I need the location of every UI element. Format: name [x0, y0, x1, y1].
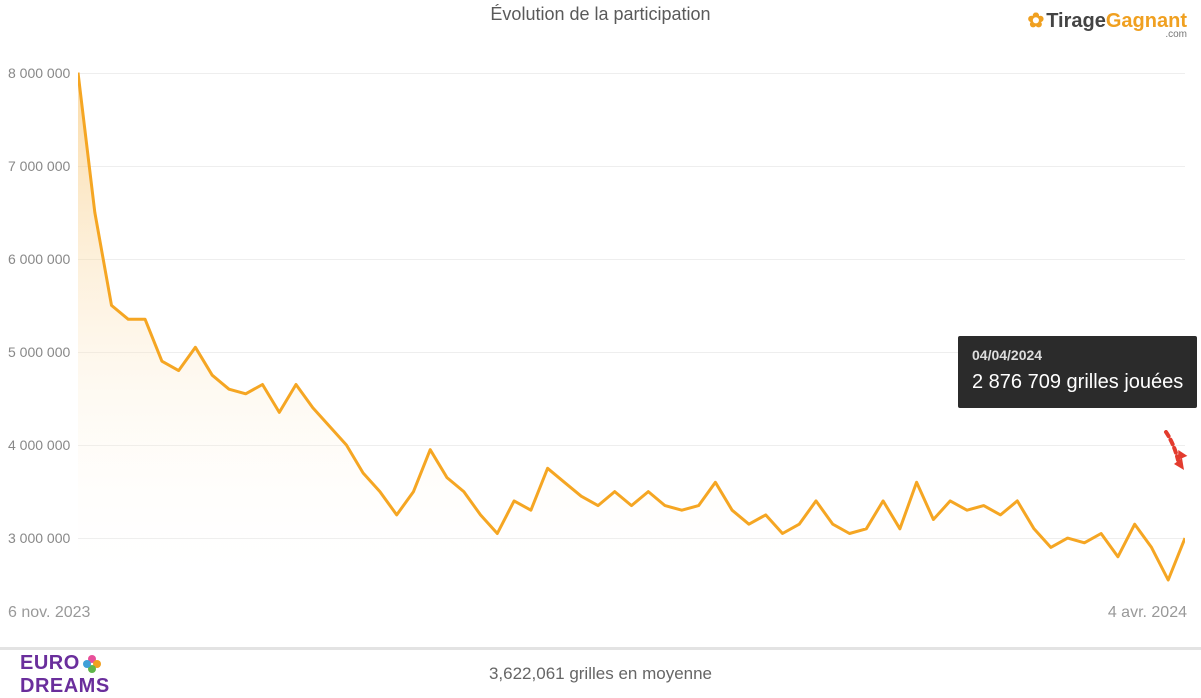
x-start-label: 6 nov. 2023: [8, 604, 90, 622]
y-tick-label: 6 000 000: [8, 251, 70, 267]
y-tick-label: 4 000 000: [8, 437, 70, 453]
y-tick-label: 7 000 000: [8, 158, 70, 174]
y-tick-label: 5 000 000: [8, 344, 70, 360]
clover-icon: ✿: [1027, 10, 1044, 32]
participation-chart: 3 000 000 4 000 000 5 000 000 6 000 000 7 00…: [0, 54, 1185, 594]
x-end-label: 4 avr. 2024: [1108, 604, 1187, 622]
highlight-arrow-icon: [1160, 430, 1188, 480]
tooltip-date: 04/04/2024: [972, 346, 1183, 366]
y-tick-label: 8 000 000: [8, 65, 70, 81]
chart-title: Évolution de la participation: [0, 4, 1201, 25]
footer-bar: EURO DREAMS 3,622,061 grilles en moyenne: [0, 647, 1201, 698]
footer-average-text: 3,622,061 grilles en moyenne: [0, 664, 1201, 684]
plot-area: [78, 54, 1185, 594]
brand-logo-tiragegagnant: ✿TirageGagnant .com: [1027, 8, 1187, 40]
tooltip-value: 2 876 709 grilles jouées: [972, 368, 1183, 396]
data-tooltip: 04/04/2024 2 876 709 grilles jouées: [958, 336, 1197, 408]
y-tick-label: 3 000 000: [8, 530, 70, 546]
